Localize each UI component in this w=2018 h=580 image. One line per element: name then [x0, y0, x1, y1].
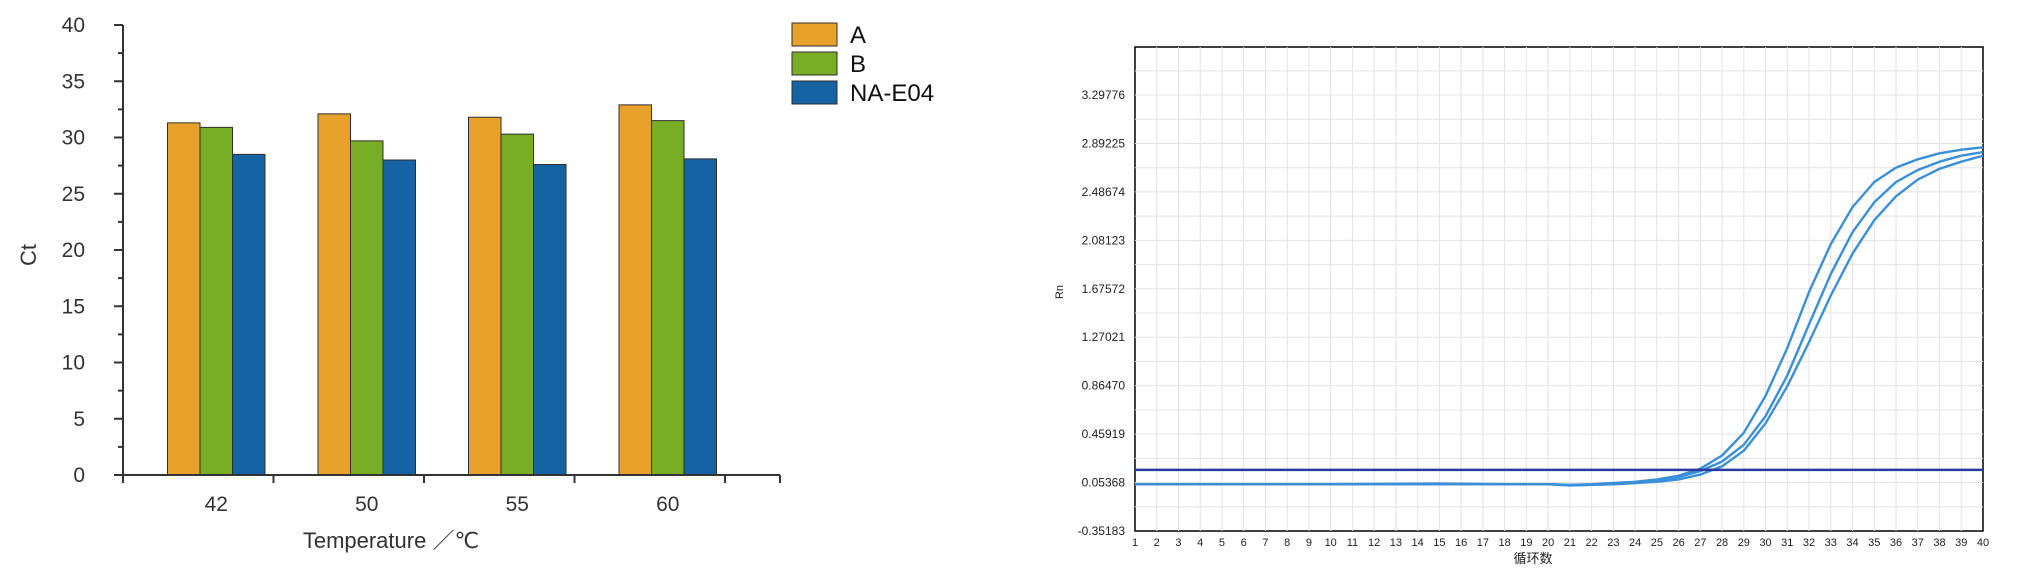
y-tick-label: 25	[62, 183, 85, 206]
x-tick-label: 23	[1607, 537, 1619, 549]
x-tick-label: 20	[1542, 537, 1554, 549]
x-tick-label: 37	[1912, 537, 1924, 549]
x-tick-label: 25	[1651, 537, 1663, 549]
x-tick-label: 5	[1219, 537, 1225, 549]
y-tick-label: 1.27021	[1082, 330, 1126, 344]
bar-group	[167, 104, 717, 476]
legend-label: NA-E04	[850, 80, 934, 107]
y-tick-label: 2.08123	[1082, 233, 1126, 247]
x-tick-label: 27	[1694, 537, 1706, 549]
plot-grid	[1135, 47, 1983, 531]
plot-tick-labels: -0.35183 0.05368 0.45919 0.86470 1.27021 1.67…	[1078, 88, 1990, 549]
x-tick-label: 34	[1846, 537, 1858, 549]
legend-label: B	[850, 51, 866, 78]
y-tick-label: 2.48674	[1082, 185, 1126, 199]
y-tick-label: 0.86470	[1082, 379, 1126, 393]
x-tick-label: 60	[656, 493, 679, 516]
x-tick-label: 19	[1520, 537, 1532, 549]
plot-xlabel: 循环数	[1513, 551, 1552, 566]
y-tick-label: 15	[62, 295, 85, 318]
x-tick-label: 39	[1955, 537, 1967, 549]
x-tick-label: 7	[1262, 537, 1268, 549]
x-tick-label: 16	[1455, 537, 1467, 549]
y-tick-label: 1.67572	[1082, 282, 1126, 296]
y-tick-label: 20	[62, 239, 85, 262]
x-tick-label: 12	[1368, 537, 1380, 549]
x-tick-label: 35	[1868, 537, 1880, 549]
x-tick-label: 29	[1738, 537, 1750, 549]
bar-chart-ylabel: Ct	[16, 244, 41, 266]
amplification-plot: -0.35183 0.05368 0.45919 0.86470 1.27021 1.67…	[1054, 46, 1990, 566]
x-tick-label: 13	[1390, 537, 1402, 549]
legend-swatch	[791, 22, 838, 47]
y-tick-label: 5	[73, 408, 85, 431]
bar-b	[350, 140, 384, 476]
legend-label: A	[850, 22, 866, 49]
bar-chart-axes: 0 5 10 15 20 25 30 35 40 42 50 55 60	[62, 14, 781, 516]
bar-a	[618, 104, 652, 476]
bar-a	[317, 113, 351, 476]
y-tick-label: 0.05368	[1082, 476, 1126, 490]
x-tick-label: 2	[1154, 537, 1160, 549]
x-tick-label: 22	[1585, 537, 1597, 549]
x-tick-label: 17	[1477, 537, 1489, 549]
y-tick-label: -0.35183	[1078, 524, 1126, 538]
x-tick-label: 31	[1781, 537, 1793, 549]
x-tick-label: 10	[1325, 537, 1337, 549]
ct-bar-chart: 0 5 10 15 20 25 30 35 40 42 50 55 60 Ct Temperature …	[16, 14, 934, 553]
x-tick-label: 21	[1564, 537, 1576, 549]
y-tick-label: 10	[62, 352, 85, 375]
y-tick-label: 0	[73, 464, 85, 487]
y-tick-label: 2.89225	[1082, 136, 1126, 150]
x-tick-label: 15	[1433, 537, 1445, 549]
y-tick-label: 40	[62, 14, 85, 37]
amplification-curves	[1135, 146, 1984, 487]
x-tick-label: 6	[1241, 537, 1247, 549]
bar-na-e04	[232, 153, 266, 476]
y-tick-label: 3.29776	[1082, 88, 1126, 102]
x-tick-label: 40	[1977, 537, 1989, 549]
bar-na-e04	[382, 159, 416, 476]
x-tick-label: 1	[1132, 537, 1138, 549]
bar-na-e04	[533, 164, 567, 476]
x-tick-label: 30	[1759, 537, 1771, 549]
bar-chart-xlabel: Temperature ／℃	[303, 528, 479, 553]
legend-swatch	[791, 51, 838, 76]
x-tick-label: 36	[1890, 537, 1902, 549]
x-tick-label: 24	[1629, 537, 1641, 549]
x-tick-label: 9	[1306, 537, 1312, 549]
bar-a	[468, 116, 502, 476]
x-tick-label: 38	[1933, 537, 1945, 549]
x-tick-label: 33	[1825, 537, 1837, 549]
y-tick-label: 0.45919	[1082, 427, 1126, 441]
x-tick-label: 50	[355, 493, 378, 516]
y-tick-label: 30	[62, 127, 85, 150]
legend-swatch	[791, 80, 838, 105]
bar-na-e04	[683, 158, 717, 476]
x-tick-label: 14	[1412, 537, 1424, 549]
plot-ylabel: Rn	[1054, 285, 1066, 299]
y-tick-label: 35	[62, 70, 85, 93]
x-tick-label: 28	[1716, 537, 1728, 549]
x-tick-label: 32	[1803, 537, 1815, 549]
x-tick-label: 11	[1347, 537, 1358, 549]
x-tick-label: 3	[1175, 537, 1181, 549]
x-tick-label: 42	[205, 493, 228, 516]
x-tick-label: 4	[1197, 537, 1203, 549]
x-tick-label: 26	[1672, 537, 1684, 549]
bar-b	[651, 120, 685, 476]
x-tick-label: 55	[506, 493, 529, 516]
x-tick-label: 8	[1284, 537, 1290, 549]
bar-b	[199, 126, 233, 476]
bar-a	[167, 122, 201, 476]
x-tick-label: 18	[1499, 537, 1511, 549]
bar-b	[500, 133, 534, 476]
